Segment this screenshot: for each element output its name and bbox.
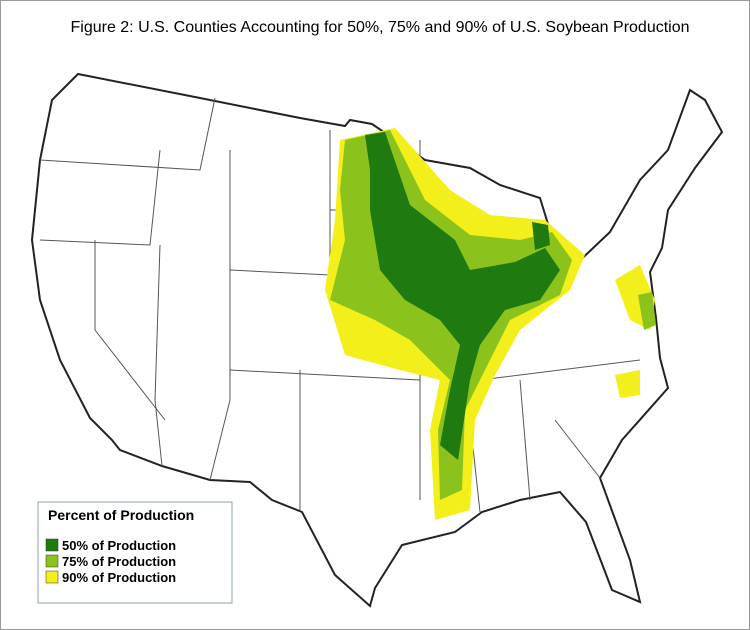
region-50 [365,132,560,460]
legend-title: Percent of Production [48,507,194,523]
region-50 [532,222,550,250]
region-75 [638,292,656,330]
legend-swatch [45,538,59,552]
legend-box [37,501,233,604]
figure-title: Figure 2: U.S. Counties Accounting for 5… [70,19,689,36]
legend-swatch [45,554,59,568]
legend-swatch [45,570,59,584]
legend-label: 75% of Production [62,554,176,569]
region-90 [615,370,640,398]
legend-label: 50% of Production [62,538,176,553]
legend-label: 90% of Production [62,570,176,585]
production-regions [325,128,656,520]
